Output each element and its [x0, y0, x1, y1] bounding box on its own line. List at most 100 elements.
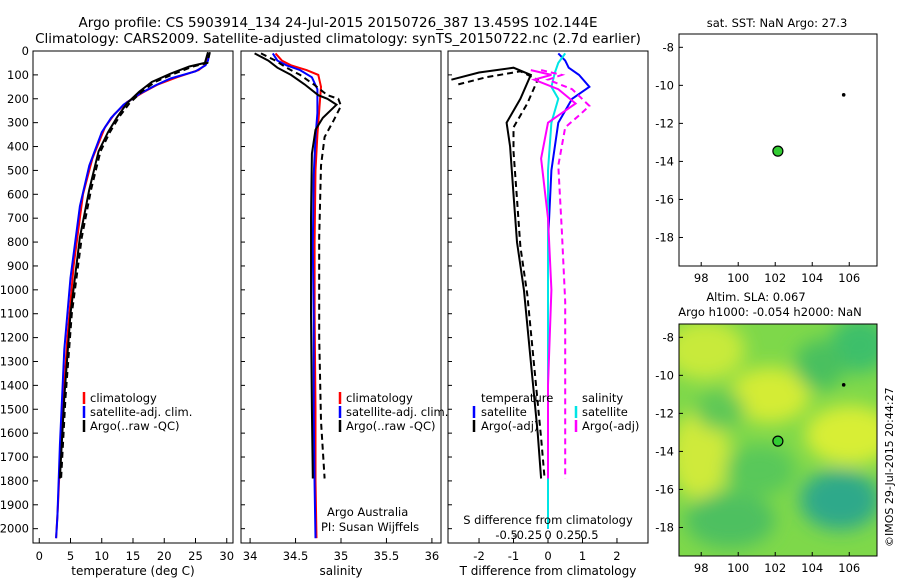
- x2-tick-label: -0.25: [512, 528, 542, 542]
- sla-map-panel: Altim. SLA: 0.067 Argo h1000: -0.054 h20…: [655, 290, 878, 575]
- map-x-tick-label: 98: [694, 271, 709, 285]
- map-x-tick-label: 98: [694, 561, 709, 575]
- x-tick-label: 35: [334, 549, 349, 563]
- series-line-2: [458, 70, 546, 479]
- salinity-plot-frame: [240, 50, 442, 544]
- argo-position-marker: [772, 145, 784, 157]
- series-line-0: [274, 52, 323, 539]
- x-tick-label: 10: [94, 549, 109, 563]
- series-line-1: [451, 66, 543, 479]
- map-y-tick-label: -8: [663, 330, 674, 344]
- x-tick-label: 0: [36, 549, 43, 563]
- x-tick-label: 0: [544, 549, 551, 563]
- temperature-legend: climatology satellite-adj. clim. Argo(..…: [82, 391, 192, 433]
- series-line-2: [58, 51, 209, 479]
- map-y-tick-label: -14: [655, 444, 674, 458]
- y-tick-label: 800: [7, 235, 29, 249]
- x-tick-label: -2: [473, 549, 484, 563]
- x2-tick-label: 0: [544, 528, 551, 542]
- annotation-pi: PI: Susan Wijffels: [321, 520, 419, 534]
- x2-tick-label: 0.5: [580, 528, 598, 542]
- imos-watermark: ©IMOS 29-Jul-2015 20:44:27: [883, 387, 896, 547]
- difference-x-axis: -2 -1 0 1 2: [473, 538, 621, 563]
- salinity-y-ticks: [241, 50, 245, 530]
- map-y-tick-label: -18: [655, 230, 674, 244]
- difference-series: [451, 52, 591, 529]
- y-tick-label: 400: [7, 140, 29, 154]
- float-track-mark: [841, 383, 846, 387]
- sst-map-marks: [772, 93, 846, 157]
- sla-map-title-2: Argo h1000: -0.054 h2000: NaN: [678, 305, 862, 319]
- x2-tick-label: 0.25: [556, 528, 582, 542]
- s-difference-axis: -0.5-0.25 0 0.250.5: [495, 528, 598, 542]
- map-x-tick-label: 102: [764, 271, 786, 285]
- legend-title-salinity: salinity: [582, 391, 623, 405]
- y-tick-label: 600: [7, 187, 29, 201]
- x-tick-label: 1: [579, 549, 586, 563]
- salinity-legend: climatology satellite-adj. clim. Argo(..…: [338, 391, 448, 433]
- salinity-xlabel: salinity: [319, 564, 362, 578]
- difference-panel: -2 -1 0 1 2 temperature satellite Argo(-adj)…: [447, 50, 649, 578]
- temperature-x-axis: 0 5 10 15 20 25 30: [36, 538, 234, 563]
- sla-map-title-1: Altim. SLA: 0.067: [706, 290, 805, 304]
- series-line-1: [55, 53, 211, 539]
- legend-label-climatology: climatology: [90, 391, 157, 405]
- y-tick-label: 500: [7, 163, 29, 177]
- map-x-tick-label: 104: [801, 271, 823, 285]
- salinity-x-axis: 34 34.5 35 35.5 36: [243, 538, 439, 563]
- header-line-2: Climatology: CARS2009. Satellite-adjuste…: [35, 31, 641, 47]
- legend-label-sal-satellite: satellite: [582, 405, 628, 419]
- y-tick-label: 1200: [0, 331, 29, 345]
- sst-map-axes: 98 100 102 104 106 -8 -10 -12 -14 -16 -18: [655, 40, 860, 285]
- y-tick-label: 1400: [0, 378, 29, 392]
- x-tick-label: 5: [67, 549, 74, 563]
- temperature-series: [55, 51, 211, 539]
- header-line-1: Argo profile: CS 5903914_134 24-Jul-2015…: [79, 15, 598, 31]
- x-tick-label: 34.5: [283, 549, 309, 563]
- temperature-panel: 0100200300400500600700800900100011001200…: [0, 44, 234, 578]
- map-x-tick-label: 100: [727, 271, 749, 285]
- legend-label-sal-argo: Argo(-adj): [582, 419, 639, 433]
- x-tick-label: 20: [157, 549, 172, 563]
- salinity-panel: 34 34.5 35 35.5 36 climatology satellite-adj…: [240, 50, 448, 578]
- legend-label-satellite: satellite-adj. clim.: [90, 405, 192, 419]
- depth-axis: 0 100 200 300 400 500 600 700 800 900 1000 1100 1200…: [0, 44, 38, 536]
- temperature-xlabel: temperature (deg C): [71, 564, 194, 578]
- y-tick-label: 900: [7, 259, 29, 273]
- legend-label-climatology: climatology: [346, 391, 413, 405]
- series-line-3: [260, 52, 343, 479]
- y-tick-label: 200: [7, 92, 29, 106]
- map-x-tick-label: 106: [838, 561, 860, 575]
- x-tick-label: 30: [219, 549, 234, 563]
- y-tick-label: 700: [7, 211, 29, 225]
- map-x-tick-label: 102: [764, 561, 786, 575]
- x-tick-label: 15: [126, 549, 141, 563]
- y-tick-label: 1800: [0, 474, 29, 488]
- x-tick-label: 2: [613, 549, 620, 563]
- series-line-1: [271, 52, 319, 539]
- argo-position-marker: [772, 435, 784, 447]
- map-x-tick-label: 106: [838, 271, 860, 285]
- series-line-4: [530, 69, 578, 479]
- map-y-tick-label: -18: [655, 520, 674, 534]
- y-tick-label: 1300: [0, 354, 29, 368]
- map-y-tick-label: -16: [655, 482, 674, 496]
- map-y-tick-label: -14: [655, 154, 674, 168]
- legend-label-argo: Argo(..raw -QC): [346, 419, 436, 433]
- legend-label-satellite: satellite-adj. clim.: [346, 405, 448, 419]
- x-tick-label: 36: [425, 549, 440, 563]
- y-tick-label: 1600: [0, 426, 29, 440]
- sla-map-axes: 98 100 102 104 106 -8 -10 -12 -14 -16 -18: [655, 330, 860, 575]
- y-tick-label: 1100: [0, 307, 29, 321]
- temperature-plot-frame: [32, 50, 234, 544]
- x2-tick-label: -0.5: [495, 528, 517, 542]
- legend-label-temp-argo: Argo(-adj): [481, 419, 538, 433]
- map-y-tick-label: -10: [655, 78, 674, 92]
- map-y-tick-label: -12: [655, 116, 674, 130]
- y-tick-label: 1900: [0, 498, 29, 512]
- sst-map-title: sat. SST: NaN Argo: 27.3: [707, 16, 848, 30]
- map-y-tick-label: -10: [655, 368, 674, 382]
- y-tick-label: 1500: [0, 402, 29, 416]
- y-tick-label: 100: [7, 68, 29, 82]
